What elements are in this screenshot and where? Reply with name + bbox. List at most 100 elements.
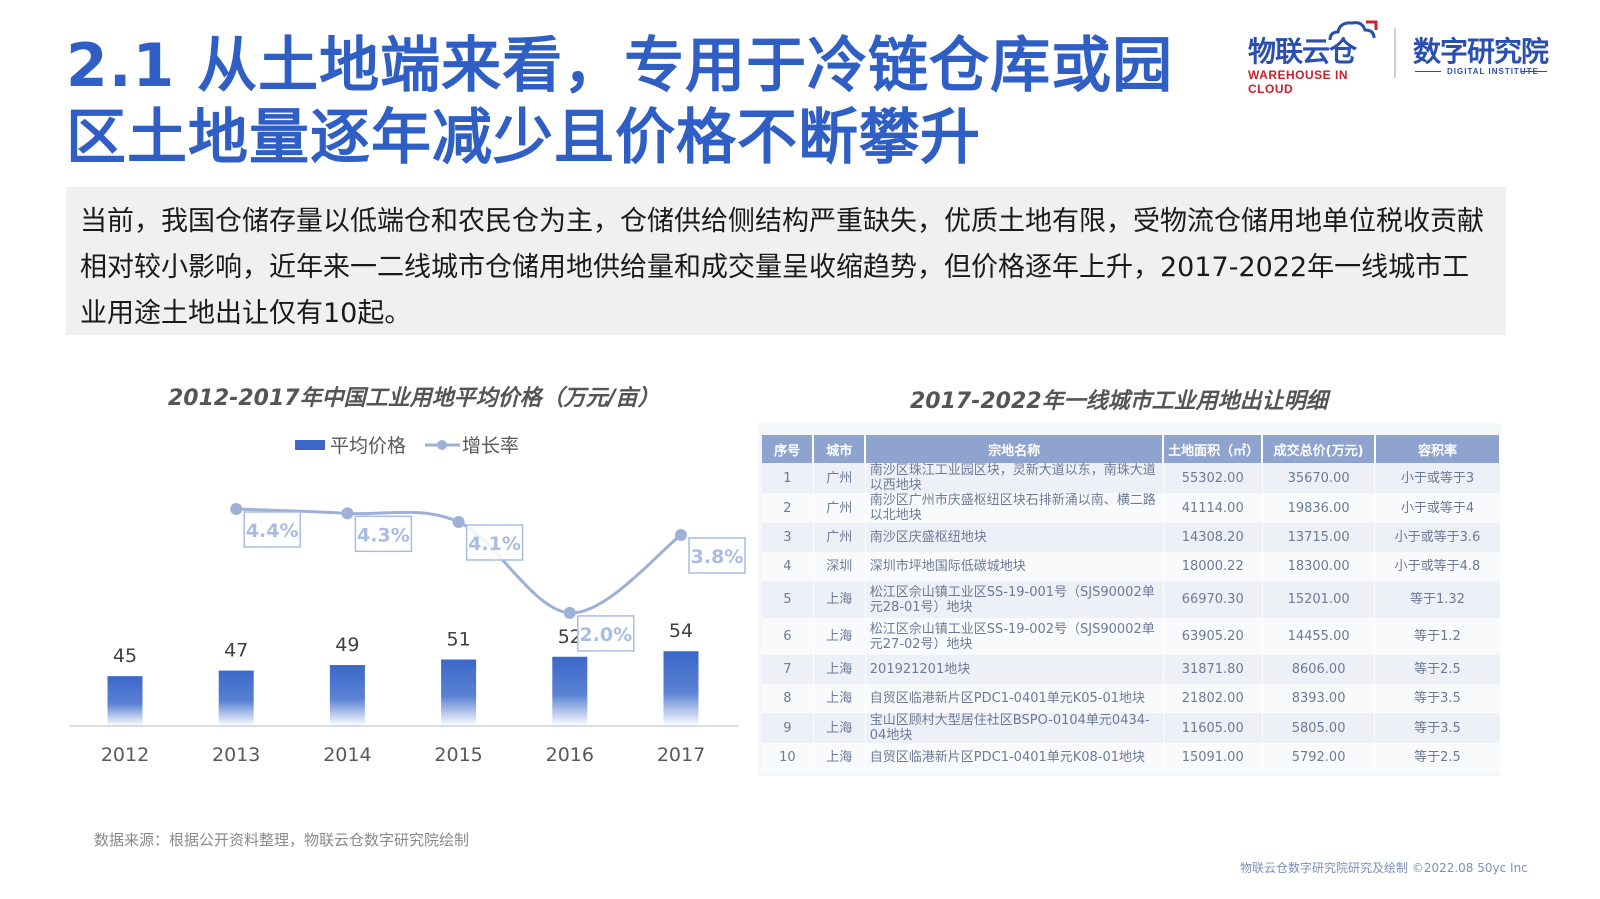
- growth-label-box-2017: [688, 537, 746, 574]
- growth-point-2015: [452, 515, 465, 528]
- table-cell: 上海: [813, 684, 866, 713]
- chart-legend: 平均价格 增长率: [295, 435, 519, 457]
- table-cell: 4: [762, 552, 814, 581]
- x-tick-2017: 2017: [657, 744, 705, 766]
- x-tick-2014: 2014: [323, 744, 371, 766]
- table-cell: 上海: [813, 743, 866, 772]
- digital-institute-logo: 数字研究院 DIGITAL INSTITUTE: [1405, 22, 1555, 92]
- table-cell: 小于或等于4: [1374, 493, 1501, 523]
- table-cell: 5: [762, 581, 814, 618]
- table-cell: 等于1.2: [1374, 618, 1501, 655]
- table-body: 1 广州 南沙区珠江工业园区块，灵新大道以东，南珠大道以西地块 55302.00 356…: [762, 463, 1501, 772]
- table-cell: 小于或等于3.6: [1374, 523, 1501, 552]
- table-cell: 宝山区顾村大型居住社区BSPO-0104单元0434-04地块: [865, 713, 1164, 743]
- legend-line-label: 增长率: [462, 435, 519, 457]
- table-cell: 自贸区临港新片区PDC1-0401单元K05-01地块: [865, 684, 1164, 713]
- x-ticks: 2012 2013 2014 2015 2016 2017: [101, 744, 705, 766]
- table-cell: 18300.00: [1262, 552, 1376, 581]
- footer-credit: 物联云仓数字研究院研究及绘制 ©2022.08 50yc Inc: [1240, 861, 1528, 875]
- table-cell: 等于2.5: [1374, 655, 1501, 684]
- bar-2015: [441, 659, 477, 726]
- growth-label-2017: 3.8%: [691, 546, 744, 568]
- table-cell: 小于或等于3: [1374, 463, 1501, 493]
- table-cell: 上海: [813, 581, 866, 618]
- table-cell: 广州: [813, 523, 866, 552]
- table-cell: 小于或等于4.8: [1374, 552, 1501, 581]
- bar-2014: [329, 665, 365, 726]
- price-chart: 平均价格 增长率 45 47 49 51 52 54 2012 2013 2014 2015 20…: [70, 435, 746, 766]
- page-title: 2.1 从土地端来看，专用于冷链仓库或园区土地量逐年减少且价格不断攀升: [66, 31, 1174, 173]
- table-cell: 深圳: [813, 552, 866, 581]
- data-source-note: 数据来源：根据公开资料整理，物联云仓数字研究院绘制: [94, 831, 470, 849]
- growth-label-box-2015: [465, 524, 524, 561]
- table-cell: 8: [762, 684, 814, 713]
- intro-text: 当前，我国仓储存量以低端仓和农民仓为主，仓储供给侧结构严重缺失，优质土地有限，受…: [80, 206, 1484, 329]
- bar-label-2013: 47: [224, 640, 248, 662]
- table-cell: 11605.00: [1163, 713, 1263, 743]
- logo-left-sub: WAREHOUSE IN CLOUD: [1248, 68, 1349, 96]
- x-tick-2016: 2016: [546, 744, 594, 766]
- table-row: 4 深圳 深圳市坪地国际低碳城地块 18000.22 18300.00 小于或等于4.8: [762, 552, 1501, 581]
- table-row: 10 上海 自贸区临港新片区PDC1-0401单元K08-01地块 15091.00 5…: [762, 743, 1501, 772]
- table-cell: 3: [762, 523, 814, 552]
- table-cell: 13715.00: [1262, 523, 1376, 552]
- logo-right-sub: DIGITAL INSTITUTE: [1447, 67, 1539, 76]
- growth-label-box-2014: [354, 515, 413, 553]
- table-cell: 63905.20: [1163, 618, 1263, 655]
- table-cell: 8606.00: [1262, 655, 1376, 684]
- table-cell: 上海: [813, 713, 866, 743]
- table-header-cell: 容积率: [1374, 435, 1502, 463]
- growth-label-box-2016: [577, 615, 635, 652]
- table-title: 2017-2022年一线城市工业用地出让明细: [910, 389, 1328, 414]
- table-cell: 9: [762, 713, 814, 743]
- table-cell: 66970.30: [1163, 581, 1263, 618]
- table-row: 3 广州 南沙区庆盛枢纽地块 14308.20 13715.00 小于或等于3.6: [762, 523, 1501, 552]
- table-cell: 7: [762, 655, 814, 684]
- table-cell: 10: [762, 743, 814, 772]
- bar-label-2015: 51: [447, 629, 471, 651]
- table-row: 1 广州 南沙区珠江工业园区块，灵新大道以东，南珠大道以西地块 55302.00 356…: [762, 463, 1501, 493]
- table-cell: 南沙区广州市庆盛枢纽区块石排新涌以南、横二路以北地块: [865, 493, 1164, 523]
- land-table-panel: 序号 城市 宗地名称 土地面积（㎡） 成交总价(万元) 容积率 1 广州 南沙区珠江工业园区块…: [758, 423, 1502, 776]
- table-row: 7 上海 201921201地块 31871.80 8606.00 等于2.5: [762, 655, 1501, 684]
- bar-label-2016: 52: [558, 626, 582, 648]
- table-header-cell: 宗地名称: [865, 435, 1165, 463]
- bar-label-2017: 54: [669, 620, 693, 642]
- growth-label-2016: 2.0%: [579, 624, 632, 646]
- cloud-icon: [1328, 20, 1378, 41]
- logo-rule-left: [1415, 71, 1441, 72]
- growth-label-2014: 4.3%: [357, 524, 410, 546]
- table-row: 2 广州 南沙区广州市庆盛枢纽区块石排新涌以南、横二路以北地块 41114.00 198…: [762, 493, 1501, 523]
- table-cell: 等于3.5: [1374, 713, 1501, 743]
- table-cell: 2: [762, 493, 814, 523]
- table-cell: 14455.00: [1262, 618, 1376, 655]
- table-cell: 南沙区珠江工业园区块，灵新大道以东，南珠大道以西地块: [865, 463, 1164, 493]
- table-header-cell: 序号: [762, 435, 815, 463]
- bar-2017: [663, 651, 699, 726]
- table-cell: 6: [762, 618, 814, 655]
- table-cell: 等于1.32: [1374, 581, 1501, 618]
- table-cell: 自贸区临港新片区PDC1-0401单元K08-01地块: [865, 743, 1164, 772]
- table-cell: 广州: [813, 493, 866, 523]
- logo-left-main: 物联云仓: [1248, 35, 1357, 68]
- x-tick-2015: 2015: [434, 744, 482, 766]
- table-row: 8 上海 自贸区临港新片区PDC1-0401单元K05-01地块 21802.00 83…: [762, 684, 1501, 713]
- table-cell: 8393.00: [1262, 684, 1376, 713]
- table-cell: 广州: [813, 463, 866, 493]
- table-row: 5 上海 松江区佘山镇工业区SS-19-001号（SJS90002单元28-01号）…: [762, 581, 1501, 618]
- bar-2013: [218, 670, 254, 726]
- table-cell: 19836.00: [1262, 493, 1376, 523]
- table-cell: 35670.00: [1262, 463, 1376, 493]
- growth-label-box-2013: [243, 511, 301, 548]
- table-cell: 14308.20: [1163, 523, 1263, 552]
- table-cell: 5805.00: [1262, 713, 1376, 743]
- table-cell: 18000.22: [1163, 552, 1263, 581]
- table-cell: 等于2.5: [1374, 743, 1501, 772]
- bar-label-2014: 49: [335, 634, 359, 656]
- table-row: 6 上海 松江区佘山镇工业区SS-19-002号（SJS90002单元27-02号）…: [762, 618, 1501, 655]
- growth-line-group: 4.4% 4.3% 4.1% 2.0% 3.8%: [230, 503, 746, 652]
- table-cell: 上海: [813, 655, 866, 684]
- table-cell: 31871.80: [1163, 655, 1263, 684]
- growth-label-2015: 4.1%: [468, 533, 521, 555]
- table-cell: 201921201地块: [865, 655, 1164, 684]
